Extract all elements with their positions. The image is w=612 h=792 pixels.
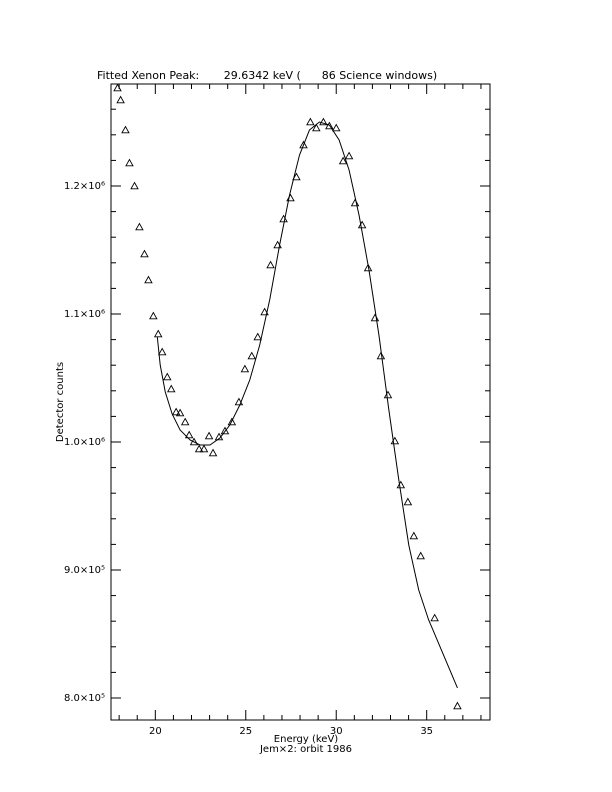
x-tick-label: 20 bbox=[149, 726, 162, 737]
data-point bbox=[220, 426, 230, 435]
chart-title: Fitted Xenon Peak: 29.6342 keV ( 86 Scie… bbox=[97, 69, 437, 82]
data-point bbox=[140, 249, 149, 258]
data-point bbox=[312, 123, 321, 132]
data-point bbox=[125, 158, 134, 167]
data-point bbox=[430, 613, 439, 622]
y-tick-label: 1.0×10⁶ bbox=[64, 437, 105, 448]
x-tick-label: 25 bbox=[239, 726, 252, 737]
y-tick-label: 1.2×10⁶ bbox=[64, 181, 105, 192]
data-point bbox=[403, 497, 413, 506]
data-point bbox=[227, 417, 237, 426]
data-point bbox=[344, 151, 354, 160]
data-point bbox=[306, 117, 315, 126]
data-point bbox=[376, 351, 386, 360]
data-point bbox=[194, 444, 204, 453]
data-point bbox=[292, 172, 301, 181]
data-point bbox=[180, 417, 190, 426]
data-point bbox=[204, 431, 214, 440]
data-point bbox=[253, 332, 262, 341]
subtitle: Jem×2: orbit 1986 bbox=[259, 744, 352, 755]
data-point bbox=[121, 125, 130, 134]
data-point bbox=[153, 329, 163, 338]
data-point bbox=[199, 444, 209, 453]
y-tick-label: 8.0×10⁵ bbox=[64, 693, 105, 704]
data-point bbox=[116, 95, 125, 104]
x-tick-label: 35 bbox=[420, 726, 433, 737]
data-point bbox=[130, 181, 139, 190]
y-tick-label: 9.0×10⁵ bbox=[64, 565, 105, 576]
fit-line bbox=[156, 121, 458, 689]
x-axis-label: Energy (keV) bbox=[274, 734, 339, 745]
data-point bbox=[383, 390, 393, 399]
data-point bbox=[363, 263, 373, 272]
data-point bbox=[175, 408, 185, 417]
data-point bbox=[171, 407, 181, 416]
data-point bbox=[240, 364, 250, 373]
data-point bbox=[299, 140, 308, 149]
y-tick-label: 1.1×10⁶ bbox=[64, 309, 105, 320]
data-point bbox=[416, 551, 425, 560]
data-point bbox=[166, 384, 176, 393]
y-axis-label: Detector counts bbox=[55, 362, 66, 442]
data-point bbox=[331, 123, 341, 132]
data-point bbox=[162, 372, 172, 381]
data-point bbox=[409, 531, 419, 540]
data-point bbox=[325, 121, 334, 130]
data-point bbox=[135, 222, 144, 231]
x-tick-label: 30 bbox=[330, 726, 343, 737]
data-point bbox=[184, 430, 194, 439]
data-point bbox=[319, 117, 328, 126]
data-point bbox=[266, 260, 275, 269]
data-point bbox=[247, 351, 257, 360]
data-point bbox=[260, 307, 269, 316]
data-point bbox=[113, 83, 122, 92]
data-point bbox=[157, 347, 167, 356]
data-point bbox=[453, 701, 462, 710]
data-point bbox=[144, 275, 153, 284]
data-point bbox=[338, 156, 348, 165]
data-point bbox=[149, 311, 158, 320]
data-point bbox=[208, 448, 218, 457]
